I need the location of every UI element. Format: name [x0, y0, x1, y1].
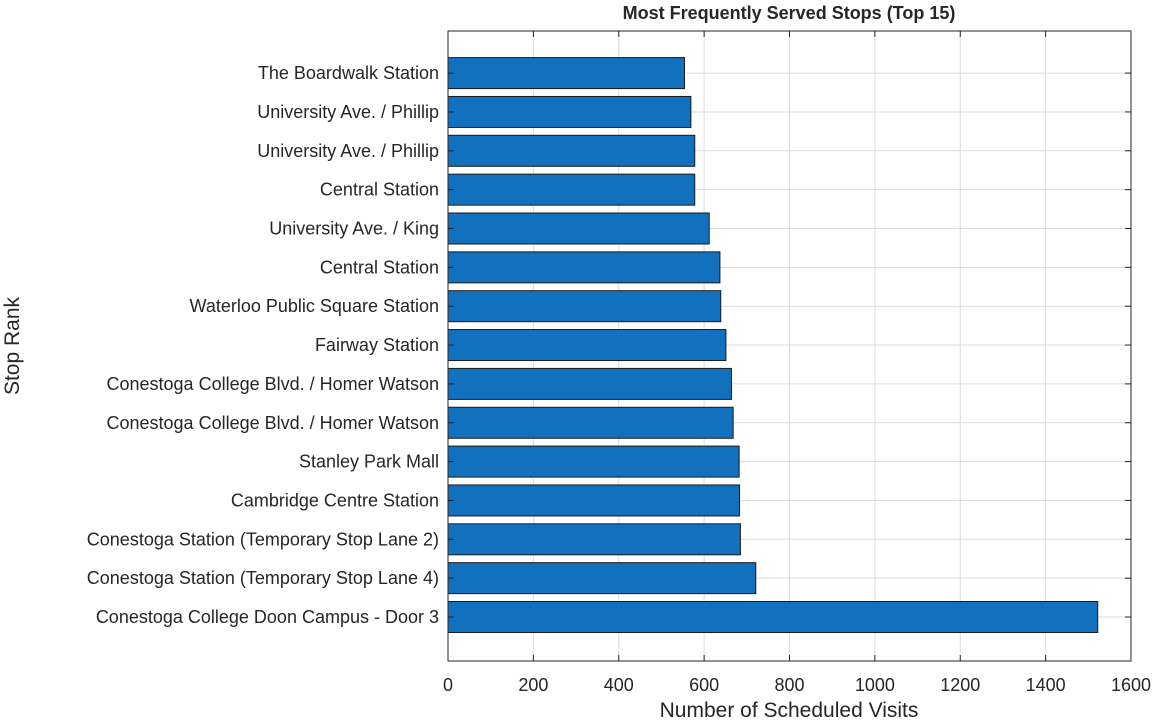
bar [447, 523, 741, 556]
y-tick-label: The Boardwalk Station [258, 63, 439, 83]
bar [447, 601, 1099, 633]
bar [447, 562, 757, 595]
x-tick-label: 1000 [855, 675, 895, 695]
bar [447, 251, 721, 284]
y-tick-label: Central Station [320, 180, 439, 200]
x-tick-label: 0 [443, 675, 453, 695]
x-axis-label: Number of Scheduled Visits [660, 699, 919, 720]
y-tick-label: Conestoga College Blvd. / Homer Watson [107, 374, 440, 394]
y-tick-label: University Ave. / Phillip [257, 141, 439, 161]
bar [447, 57, 685, 90]
y-tick-label: Cambridge Centre Station [231, 490, 439, 510]
y-tick-label: Central Station [320, 257, 439, 277]
bar [447, 95, 692, 128]
y-tick-label: University Ave. / Phillip [257, 102, 439, 122]
y-tick-label: University Ave. / King [269, 219, 439, 239]
y-tick-label: Conestoga College Blvd. / Homer Watson [107, 413, 440, 433]
x-tick-label: 800 [774, 675, 804, 695]
x-tick-label: 200 [518, 675, 548, 695]
bar [447, 134, 696, 167]
chart-title: Most Frequently Served Stops (Top 15) [623, 3, 956, 23]
y-tick-label: Waterloo Public Square Station [190, 296, 439, 316]
bar [447, 445, 740, 478]
y-axis-label: Stop Rank [1, 296, 24, 395]
x-tick-label: 1400 [1026, 675, 1066, 695]
x-tick-labels: 0 200 400 600 800 1000 1200 1400 1600 [443, 675, 1151, 695]
bar [447, 406, 734, 439]
y-tick-label: Conestoga Station (Temporary Stop Lane 4… [87, 568, 439, 588]
bar [447, 173, 696, 206]
y-tick-labels: Conestoga College Doon Campus - Door 3 Co… [87, 63, 439, 627]
y-tick-label: Fairway Station [315, 335, 439, 355]
y-tick-label: Conestoga Station (Temporary Stop Lane 2… [87, 529, 439, 549]
x-tick-label: 400 [604, 675, 634, 695]
x-tick-label: 1200 [940, 675, 980, 695]
bar [447, 329, 727, 362]
axis-ticks [447, 31, 1132, 661]
bar [447, 484, 741, 517]
bars [447, 57, 1099, 633]
bar [447, 290, 722, 323]
y-tick-label: Stanley Park Mall [299, 452, 439, 472]
y-tick-label: Conestoga College Doon Campus - Door 3 [96, 607, 439, 627]
x-tick-label: 600 [689, 675, 719, 695]
bar [447, 212, 710, 245]
bar [447, 367, 732, 400]
x-tick-label: 1600 [1111, 675, 1151, 695]
